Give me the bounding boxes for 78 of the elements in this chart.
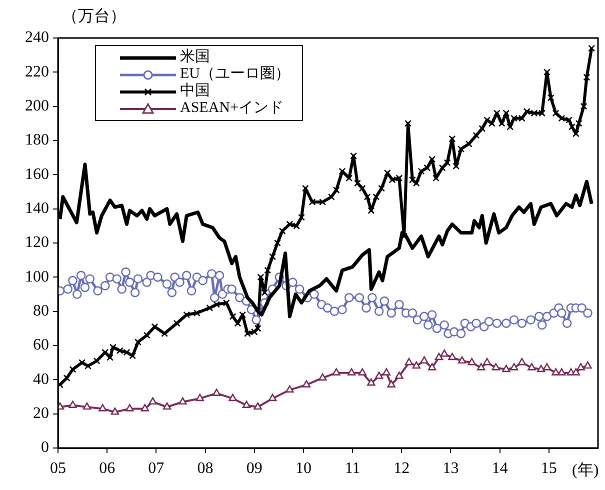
point [440, 349, 448, 357]
point [518, 358, 526, 366]
point [536, 364, 546, 372]
point [228, 394, 237, 402]
point [302, 380, 311, 388]
point [367, 378, 376, 386]
point [502, 364, 510, 372]
point [268, 394, 277, 402]
point [374, 372, 384, 379]
point [395, 372, 404, 379]
x-tick-label: 09 [246, 460, 262, 477]
point [98, 404, 107, 412]
point [510, 363, 518, 370]
legend-label: 中国 [180, 83, 210, 100]
y-tick-label: 20 [33, 405, 49, 422]
point [254, 402, 262, 410]
legend-label: EU（ユーロ圏） [180, 66, 290, 82]
y-axis-title: （万台） [62, 7, 126, 27]
y-tick-label: 200 [25, 98, 49, 115]
point [68, 400, 77, 408]
y-tick-label: 220 [25, 63, 49, 80]
point [110, 407, 120, 415]
point [420, 356, 428, 364]
point [434, 352, 444, 360]
point [212, 388, 221, 396]
point [358, 368, 366, 376]
y-tick-label: 60 [33, 336, 49, 354]
point [82, 402, 92, 410]
point [347, 368, 356, 376]
point [428, 363, 436, 370]
x-axis-title: (年) [572, 461, 599, 481]
y-tick-label: 0 [41, 439, 49, 456]
point [558, 368, 566, 376]
point [126, 404, 134, 412]
x-tick-label: 15 [540, 460, 557, 477]
point [332, 368, 340, 376]
point [162, 402, 172, 410]
y-tick-label: 40 [33, 370, 49, 388]
y-tick-label: 180 [25, 132, 49, 149]
x-tick-label: 10 [295, 460, 312, 477]
x-tick-label: 14 [492, 460, 508, 477]
legend-label: ASEAN+インド [180, 100, 284, 117]
x-tick-label: 08 [197, 460, 214, 477]
point [178, 397, 187, 405]
point [242, 400, 251, 408]
x-tick-label: 07 [148, 460, 164, 477]
point [542, 363, 552, 370]
point [286, 385, 294, 393]
x-tick-label: 13 [442, 460, 459, 477]
point [387, 380, 396, 388]
point [448, 352, 456, 360]
legend-label: 米国 [180, 49, 210, 66]
point [482, 358, 492, 366]
y-tick-label: 240 [25, 29, 49, 46]
point [528, 363, 536, 370]
y-tick-label: 120 [25, 234, 49, 252]
point [572, 368, 580, 376]
point [382, 368, 391, 376]
point [412, 361, 420, 369]
point [458, 356, 466, 364]
point [148, 397, 157, 405]
point [404, 358, 414, 366]
y-tick-label: 80 [33, 302, 49, 320]
y-tick-label: 100 [25, 268, 49, 286]
y-tick-label: 160 [25, 166, 49, 183]
x-tick-label: 11 [344, 460, 360, 477]
point [576, 363, 585, 370]
point [477, 363, 486, 370]
x-tick-label: 06 [99, 460, 116, 477]
point [196, 394, 204, 402]
x-tick-label: 05 [50, 460, 66, 477]
x-tick-label: 12 [394, 460, 410, 477]
point [584, 361, 592, 369]
point [140, 404, 150, 412]
y-tick-label: 140 [25, 200, 49, 218]
point [468, 358, 476, 366]
point [318, 373, 327, 381]
point [492, 363, 500, 370]
